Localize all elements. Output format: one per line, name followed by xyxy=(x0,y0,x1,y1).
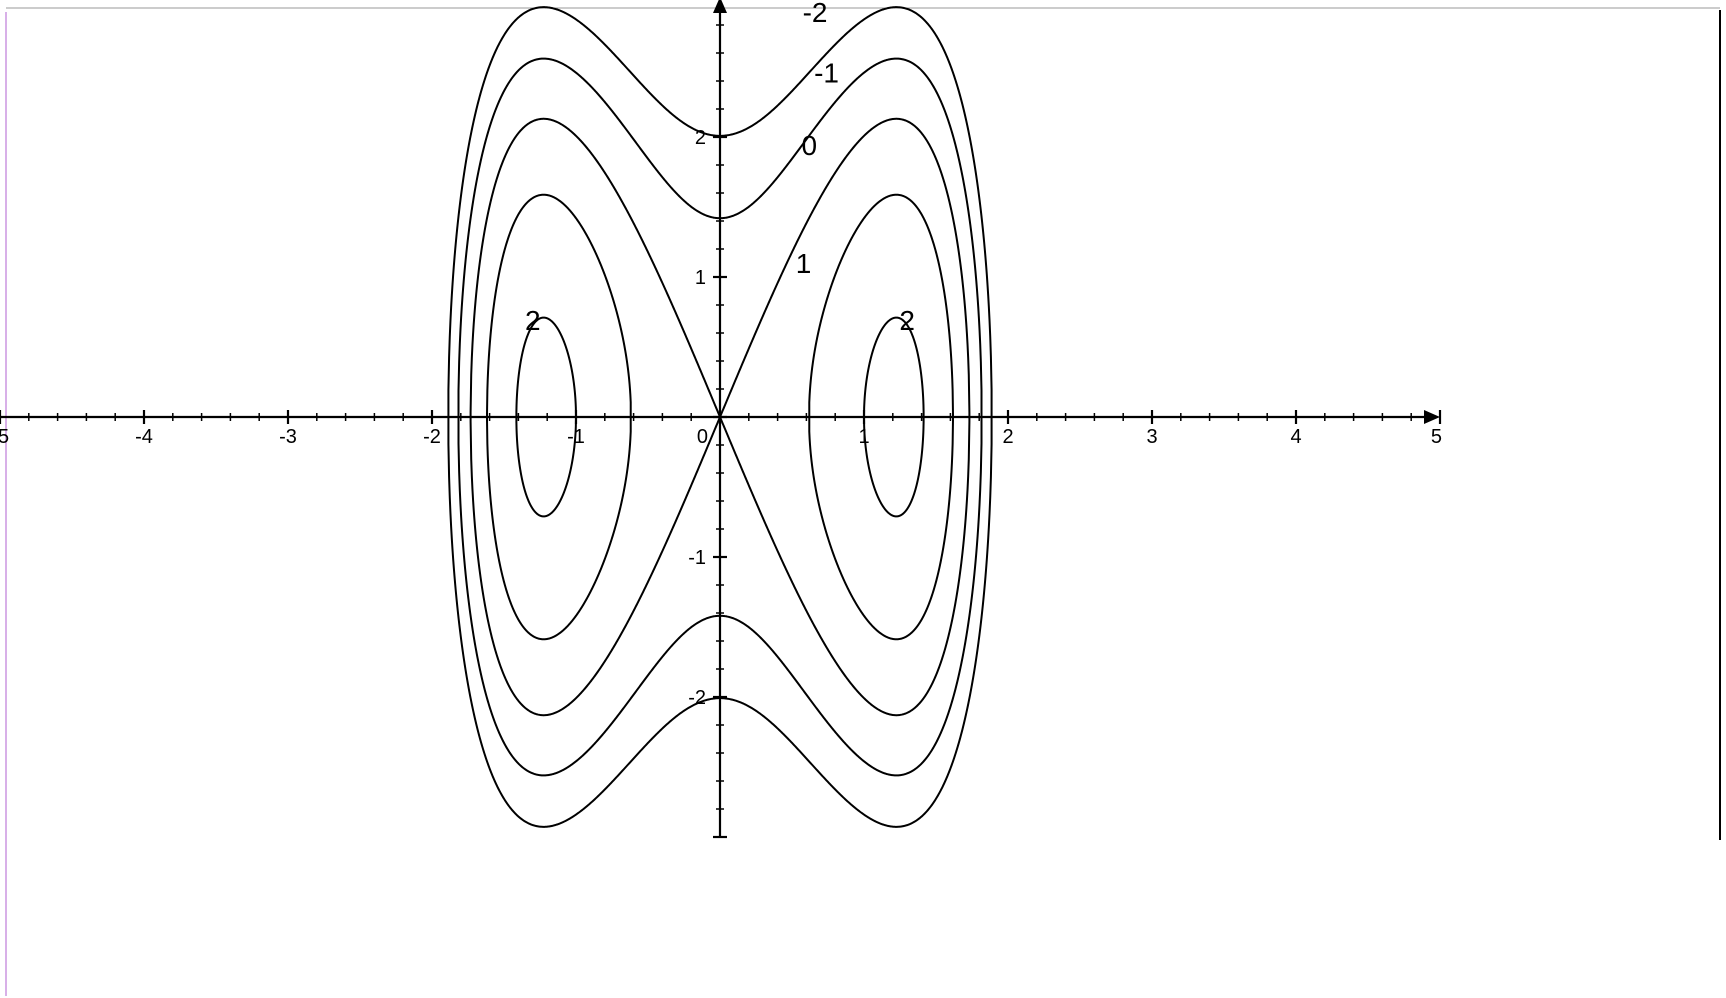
contour-label: 0 xyxy=(801,130,817,161)
contour-label: 1 xyxy=(796,248,812,279)
x-tick-label: 0 xyxy=(697,426,708,448)
contour-label-mirror: 2 xyxy=(525,305,541,336)
contour-label: -1 xyxy=(814,57,839,88)
x-tick-label: 5 xyxy=(0,426,9,448)
y-axis-arrow xyxy=(713,0,727,13)
x-axis-arrow xyxy=(1424,410,1440,424)
contour-label: -2 xyxy=(803,0,828,28)
x-tick-label: 5 xyxy=(1431,426,1442,448)
y-tick-label: -1 xyxy=(688,547,706,569)
x-tick-label: 2 xyxy=(1002,426,1013,448)
contour-plot: 5-4-3-2-1012345-2-112 2210-1-2 xyxy=(0,0,1726,998)
contour-label: 2 xyxy=(899,305,915,336)
x-tick-label: -3 xyxy=(279,426,297,448)
x-tick-label: 4 xyxy=(1290,426,1301,448)
x-tick-label: -4 xyxy=(135,426,153,448)
x-tick-label: 3 xyxy=(1146,426,1157,448)
y-tick-label: 1 xyxy=(695,267,706,289)
x-tick-label: -2 xyxy=(423,426,441,448)
